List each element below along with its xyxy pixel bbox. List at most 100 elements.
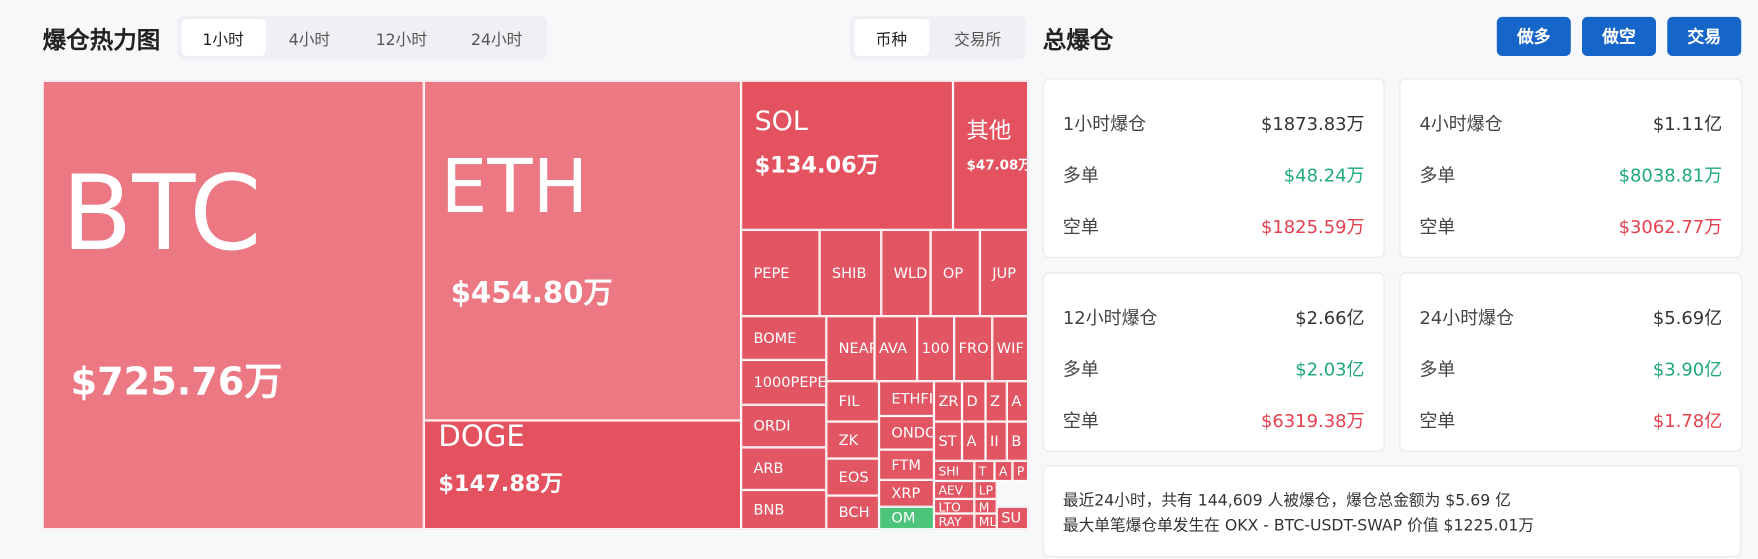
tile-label: AEV: [938, 483, 964, 498]
tile-label: BTC: [61, 153, 262, 274]
treemap-tile[interactable]: ZK: [826, 421, 880, 459]
tile-label: EOS: [838, 469, 869, 487]
tile-label: OM: [891, 510, 916, 527]
tile-label: ZR: [938, 393, 959, 411]
treemap-tile[interactable]: FIL: [826, 381, 880, 422]
tile-label: FTM: [891, 457, 921, 475]
stat-value: $3.90亿: [1652, 358, 1723, 381]
treemap-tile[interactable]: ETHFI: [879, 381, 934, 416]
treemap-tile[interactable]: LTO: [933, 498, 975, 514]
tile-label: D: [966, 393, 978, 411]
tile-label: SOL: [754, 104, 808, 137]
tile-label: FRO: [958, 340, 989, 358]
tile-value: $454.80万: [450, 277, 613, 312]
tile-label: XRP: [891, 485, 921, 503]
treemap-tile[interactable]: ONDO: [879, 415, 934, 450]
treemap-tile[interactable]: WIF: [992, 316, 1029, 382]
long-button[interactable]: 做多: [1496, 16, 1571, 57]
tile-label: ORDI: [753, 418, 791, 436]
treemap-tile[interactable]: AVA: [874, 316, 918, 382]
treemap-tile[interactable]: RAY: [933, 513, 975, 530]
toggle[interactable]: 币种: [875, 31, 908, 50]
stat-value: $1825.59万: [1260, 216, 1365, 238]
treemap-tile[interactable]: II: [985, 421, 1007, 461]
treemap-tile[interactable]: Z: [985, 381, 1007, 422]
tile-value: $134.06万: [754, 151, 880, 179]
treemap-tile[interactable]: XRP: [879, 479, 934, 507]
treemap-tile[interactable]: EOS: [826, 458, 880, 496]
tile-label: ETH: [440, 143, 589, 231]
tile-label: P: [1016, 464, 1025, 479]
treemap-tile[interactable]: OP: [930, 229, 980, 317]
tab[interactable]: 12小时: [375, 31, 428, 50]
trade-button[interactable]: 交易: [1667, 16, 1742, 57]
treemap-tile[interactable]: BCH: [826, 495, 880, 530]
treemap-tile[interactable]: PEPE: [741, 229, 820, 317]
treemap-tile[interactable]: SU: [996, 506, 1029, 530]
treemap-tile[interactable]: A: [961, 421, 986, 461]
tile-label: A: [966, 433, 977, 451]
treemap-tile[interactable]: LP: [974, 480, 997, 499]
treemap-tile[interactable]: ML: [974, 513, 997, 530]
tile-label: BNB: [753, 502, 785, 520]
tile-label: NEAR: [838, 340, 874, 358]
tile-label: B: [1011, 433, 1022, 451]
treemap-tile[interactable]: OM: [879, 506, 934, 530]
stat-value: $8038.81万: [1618, 164, 1723, 187]
treemap-tile[interactable]: 100: [917, 316, 955, 382]
short-button[interactable]: 做空: [1582, 16, 1657, 57]
treemap-tile[interactable]: BNB: [741, 489, 827, 530]
stat-value: $2.03亿: [1295, 358, 1365, 381]
stat-value: $3062.77万: [1618, 216, 1723, 238]
treemap-tile[interactable]: SHIB: [819, 229, 882, 317]
tab[interactable]: 4小时: [288, 31, 331, 50]
heatmap-title: 爆仓热力图: [42, 26, 161, 54]
treemap-tile[interactable]: A: [1006, 381, 1029, 422]
treemap-tile[interactable]: AEV: [933, 480, 975, 499]
tile-label: RAY: [938, 514, 962, 530]
treemap-tile[interactable]: JUP: [979, 229, 1029, 317]
tab[interactable]: 1小时: [202, 31, 244, 50]
treemap-tile[interactable]: ST: [933, 421, 962, 461]
treemap-tile[interactable]: P: [1012, 460, 1029, 481]
footer-card: 最近24小时，共有 144,609 人被爆仓，爆仓总金额为 $5.69 亿 最大…: [1042, 465, 1742, 558]
footer-line: 最近24小时，共有 144,609 人被爆仓，爆仓总金额为 $5.69 亿: [1062, 492, 1511, 511]
tile-label: 100: [921, 340, 950, 358]
treemap-tile[interactable]: ORDI: [741, 404, 827, 448]
treemap-tile[interactable]: NEAR: [826, 316, 875, 382]
tile-label: OP: [942, 265, 964, 283]
tile-label: WLD: [893, 265, 928, 283]
treemap-tile[interactable]: FRO: [954, 316, 993, 382]
treemap-tile[interactable]: WLD: [881, 229, 931, 317]
treemap-tile[interactable]: BOME: [741, 316, 827, 360]
treemap-tile[interactable]: SOL $134.06万: [741, 80, 954, 230]
stat-value: $1873.83万: [1260, 113, 1365, 135]
stat-card: 1小时爆仓 $1873.83万 多单 $48.24万 空单 $1825.59万: [1042, 78, 1385, 258]
toggle[interactable]: 交易所: [954, 31, 1002, 50]
treemap-tile[interactable]: 1000PEPE: [741, 359, 827, 405]
treemap-tile[interactable]: D: [961, 381, 986, 422]
treemap-tile[interactable]: SHI: [933, 460, 975, 481]
tile-label: JUP: [992, 265, 1017, 283]
treemap-tile[interactable]: 其他 $47.08万: [953, 80, 1029, 230]
tile-label: SHI: [938, 464, 960, 479]
stat-label: 12小时爆仓: [1062, 307, 1158, 329]
tile-label: 其他: [966, 116, 1012, 144]
stat-value: $1.11亿: [1652, 113, 1723, 135]
treemap-tile[interactable]: ARB: [741, 447, 827, 490]
tile-label: ONDO: [891, 424, 934, 442]
tab[interactable]: 24小时: [470, 31, 523, 50]
treemap-tile[interactable]: BTC $725.76万: [42, 80, 424, 530]
stat-label: 多单: [1419, 358, 1456, 381]
tile-label: PEPE: [753, 265, 790, 283]
treemap-tile[interactable]: T: [974, 460, 995, 481]
treemap-tile[interactable]: ZR: [933, 381, 962, 422]
treemap-tile[interactable]: A: [994, 460, 1013, 481]
treemap-tile[interactable]: ETH $454.80万: [423, 80, 742, 421]
stat-label: 多单: [1062, 358, 1099, 381]
treemap-tile[interactable]: M: [974, 498, 997, 514]
treemap-tile[interactable]: FTM: [879, 449, 934, 480]
treemap-tile[interactable]: DOGE $147.88万: [423, 420, 742, 530]
treemap-tile[interactable]: B: [1006, 421, 1029, 461]
